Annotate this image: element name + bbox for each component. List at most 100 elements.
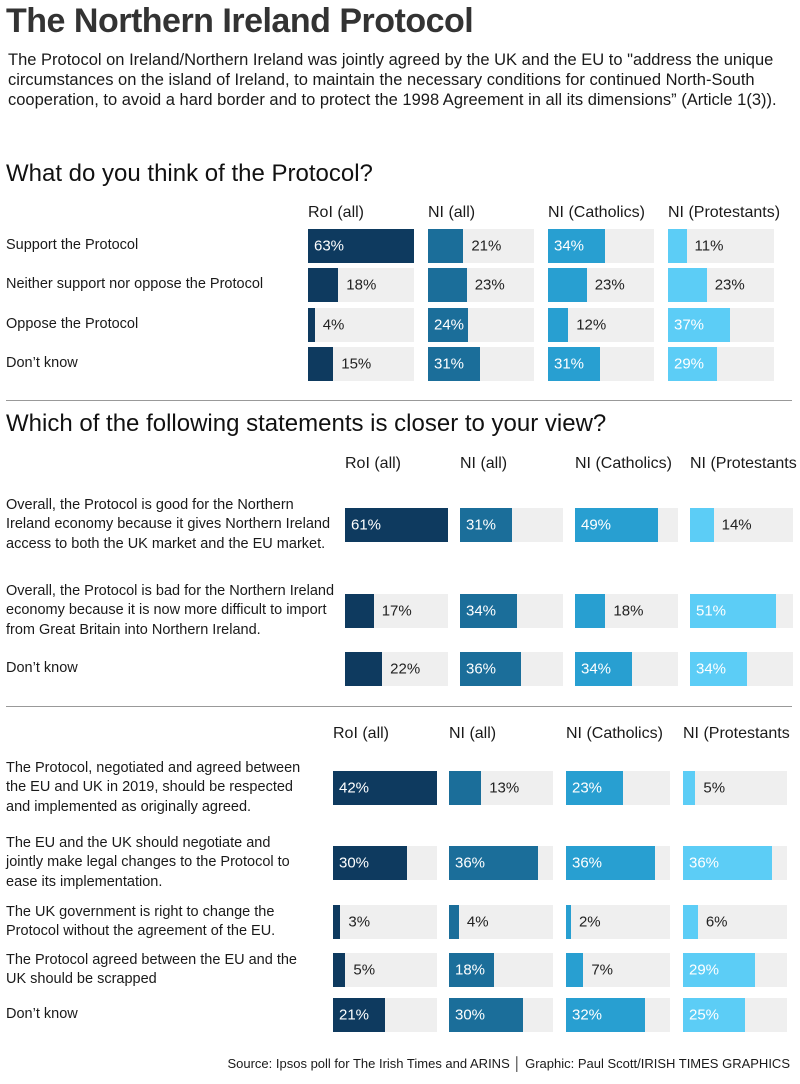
column-header: RoI (all): [345, 455, 402, 472]
bar-track: 18%: [308, 268, 414, 302]
bar-track: 17%: [345, 594, 448, 628]
value-label: 14%: [721, 516, 752, 534]
bar: [548, 229, 606, 263]
bar: [460, 652, 521, 686]
bar: [683, 953, 755, 987]
value-label: 15%: [341, 355, 372, 373]
value-label: 6%: [705, 913, 728, 931]
bar-track: 31%: [460, 508, 563, 542]
column-header: NI (Catholics): [548, 204, 645, 221]
value-label: 24%: [434, 316, 465, 334]
bar: [449, 905, 459, 939]
value-label: 21%: [471, 237, 502, 255]
bar: [683, 998, 745, 1032]
bar-track: 4%: [449, 905, 553, 939]
row-label: Overall, the Protocol is bad for the Nor…: [6, 582, 335, 638]
value-label: 36%: [572, 854, 603, 872]
row-label: The Protocol, negotiated and agreed betw…: [6, 759, 301, 815]
row-label: Don’t know: [6, 355, 78, 372]
bar: [690, 594, 777, 628]
value-label: 5%: [703, 779, 726, 797]
bar-track: 5%: [333, 953, 437, 987]
bar: [345, 594, 374, 628]
value-label: 30%: [455, 1006, 486, 1024]
bar: [566, 846, 656, 880]
bar: [449, 998, 524, 1032]
bar: [683, 846, 773, 880]
bar: [333, 953, 346, 987]
divider: [6, 400, 792, 401]
bar-track: 2%: [566, 905, 670, 939]
intro-text: The Protocol on Ireland/Northern Ireland…: [8, 51, 777, 109]
bar: [333, 998, 385, 1032]
value-label: 36%: [466, 660, 497, 678]
column-header: NI (Protestants: [683, 725, 790, 742]
row-label: Don’t know: [6, 660, 78, 677]
column-header: NI (Catholics): [575, 455, 672, 472]
value-label: 18%: [455, 961, 486, 979]
value-label: 61%: [351, 516, 382, 534]
value-label: 37%: [674, 316, 705, 334]
value-label: 42%: [339, 779, 370, 797]
value-label: 23%: [594, 276, 625, 294]
bar: [428, 308, 469, 342]
column-header: NI (Protestants: [690, 455, 797, 472]
row-label: Don’t know: [6, 1006, 78, 1023]
bar-track: 51%: [690, 594, 793, 628]
bar-track: 18%: [575, 594, 678, 628]
column-header: NI (all): [460, 455, 508, 472]
value-label: 32%: [572, 1006, 603, 1024]
bar-track: 14%: [690, 508, 793, 542]
bar-track: 24%: [428, 308, 534, 342]
bar-track: 21%: [428, 229, 534, 263]
bar: [460, 508, 513, 542]
bar: [333, 771, 437, 805]
value-label: 34%: [554, 237, 585, 255]
bar-track: 3%: [333, 905, 437, 939]
bar-track: 23%: [428, 268, 534, 302]
bar-track: 30%: [449, 998, 553, 1032]
bar-track: 21%: [333, 998, 437, 1032]
value-label: 29%: [674, 355, 705, 373]
bar: [690, 652, 748, 686]
bar-track: 30%: [333, 846, 437, 880]
bar-track: 12%: [548, 308, 654, 342]
bar-track: 32%: [566, 998, 670, 1032]
bar: [460, 594, 518, 628]
value-label: 12%: [576, 316, 607, 334]
value-label: 23%: [572, 779, 603, 797]
row-label: Overall, the Protocol is good for the No…: [6, 496, 331, 552]
value-label: 4%: [466, 913, 489, 931]
chart-title: What do you think of the Protocol?: [6, 160, 373, 187]
bar: [575, 508, 658, 542]
bar: [668, 268, 707, 302]
bar: [449, 846, 539, 880]
bar: [428, 347, 481, 381]
value-label: 34%: [466, 602, 497, 620]
column-header: NI (Catholics): [566, 725, 663, 742]
value-label: 2%: [578, 913, 601, 931]
value-label: 23%: [714, 276, 745, 294]
value-label: 18%: [346, 276, 377, 294]
page-title: The Northern Ireland Protocol: [6, 2, 474, 40]
bar-track: 6%: [683, 905, 787, 939]
bar-track: 36%: [449, 846, 553, 880]
bar: [345, 508, 448, 542]
bar-track: 49%: [575, 508, 678, 542]
bar-track: 34%: [548, 229, 654, 263]
value-label: 4%: [322, 316, 345, 334]
bar: [668, 229, 687, 263]
bar: [566, 905, 571, 939]
bar: [449, 771, 482, 805]
chart-title: Which of the following statements is clo…: [6, 410, 607, 437]
bar: [683, 771, 696, 805]
bar-track: 22%: [345, 652, 448, 686]
bar-track: 11%: [668, 229, 774, 263]
value-label: 49%: [581, 516, 612, 534]
bar-track: 23%: [548, 268, 654, 302]
value-label: 18%: [613, 602, 644, 620]
value-label: 63%: [314, 237, 345, 255]
column-header: NI (all): [449, 725, 497, 742]
value-label: 17%: [381, 602, 412, 620]
